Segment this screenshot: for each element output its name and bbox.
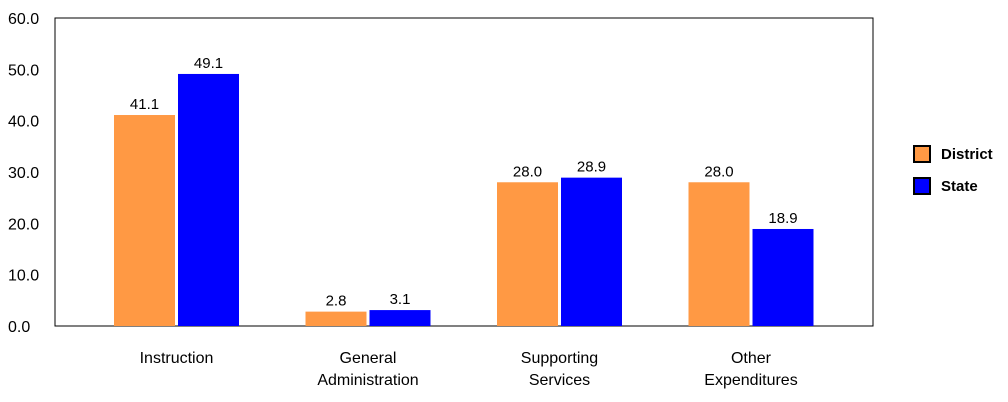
data-label: 2.8 xyxy=(326,293,347,310)
bar-district xyxy=(497,182,558,326)
plot-area xyxy=(54,17,874,327)
y-tick-label: 20.0 xyxy=(8,216,39,233)
x-category-label: Instruction xyxy=(140,350,214,367)
bar-district xyxy=(114,115,175,327)
legend: District State xyxy=(913,144,993,208)
data-label: 41.1 xyxy=(130,96,159,113)
y-tick-label: 40.0 xyxy=(8,114,39,131)
legend-item-district: District xyxy=(913,144,993,164)
bars-group: 41.1 49.1 2.8 3.1 28.0 28.9 28.0 18.9 xyxy=(114,55,814,327)
x-category-label: General Administration xyxy=(317,350,418,389)
data-label: 18.9 xyxy=(768,210,797,227)
data-label: 28.9 xyxy=(577,159,606,176)
legend-label-state: State xyxy=(941,177,978,195)
y-tick-label: 30.0 xyxy=(8,165,39,182)
x-category-label: Other Expenditures xyxy=(704,350,797,389)
legend-swatch-district xyxy=(913,145,931,163)
x-axis-labels: Instruction General Administration Supporti… xyxy=(140,350,798,389)
y-axis-ticks: 0.0 10.0 20.0 30.0 40.0 50.0 60.0 xyxy=(8,11,39,336)
bar-state xyxy=(752,228,814,326)
bar-state xyxy=(561,177,622,326)
x-category-label: Supporting Services xyxy=(521,350,598,389)
legend-swatch-state xyxy=(913,177,931,195)
bar-state xyxy=(369,310,431,326)
y-tick-label: 60.0 xyxy=(8,11,39,28)
y-tick-label: 50.0 xyxy=(8,62,39,79)
data-label: 49.1 xyxy=(194,55,223,72)
data-label: 28.0 xyxy=(513,163,542,180)
y-tick-label: 10.0 xyxy=(8,268,39,285)
bar-state xyxy=(178,73,239,326)
data-label: 3.1 xyxy=(390,291,411,308)
bar-district xyxy=(305,311,367,326)
bar-district xyxy=(688,182,750,326)
data-label: 28.0 xyxy=(704,163,733,180)
legend-label-district: District xyxy=(941,145,993,163)
legend-item-state: State xyxy=(913,176,993,196)
y-tick-label: 0.0 xyxy=(8,319,30,336)
